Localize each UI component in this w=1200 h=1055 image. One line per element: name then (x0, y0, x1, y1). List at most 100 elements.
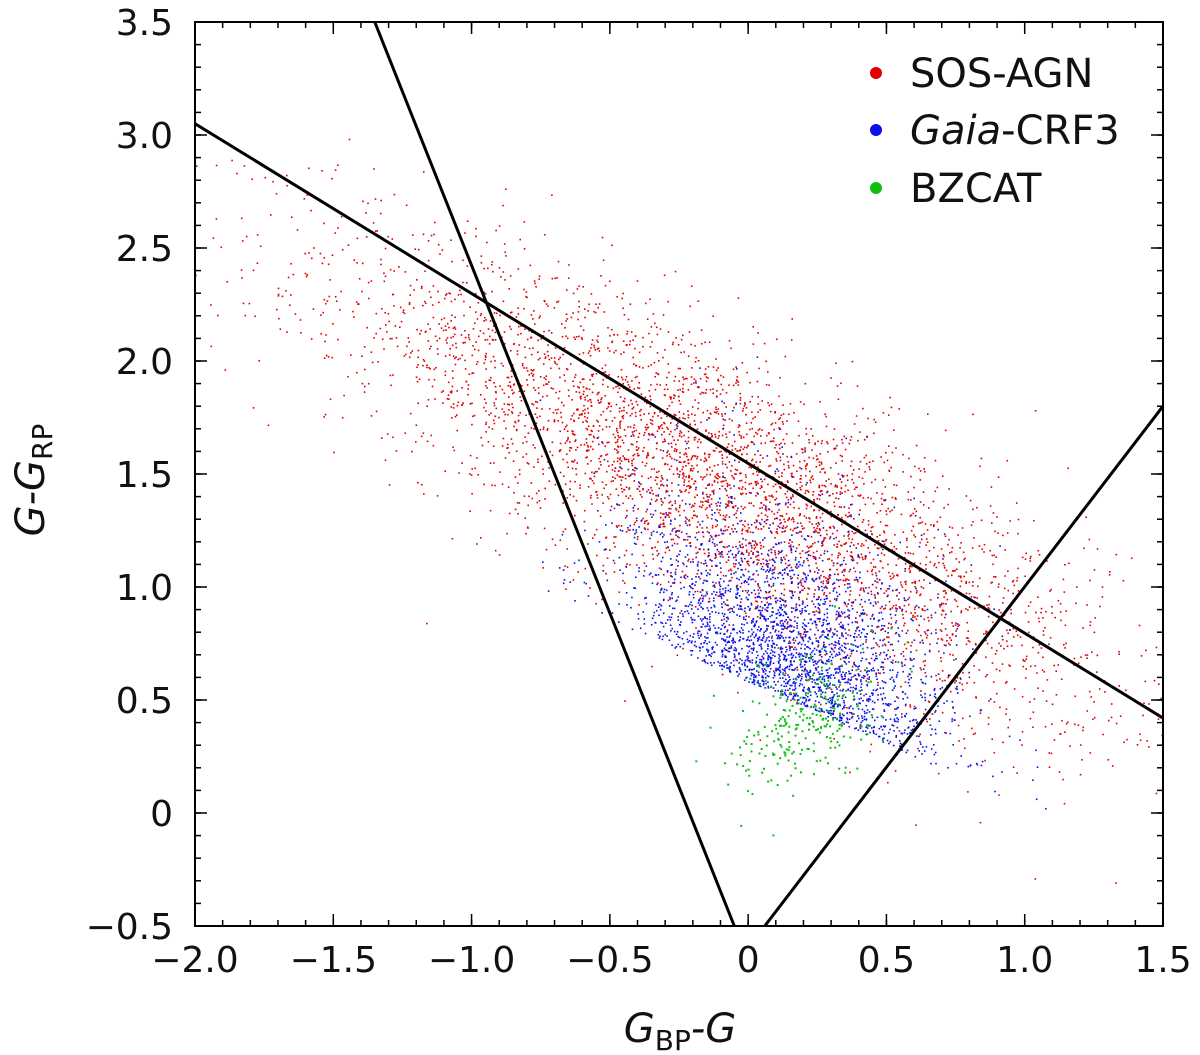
scatter-point (774, 690, 777, 692)
scatter-point (638, 481, 640, 483)
scatter-point (841, 690, 844, 692)
scatter-point (546, 383, 549, 385)
scatter-point (706, 495, 709, 498)
scatter-point (825, 628, 828, 630)
scatter-point (679, 432, 681, 435)
scatter-point (783, 518, 785, 521)
scatter-point (743, 581, 746, 584)
scatter-point (909, 659, 912, 661)
scatter-point (638, 454, 640, 457)
scatter-point (367, 202, 369, 205)
scatter-point (494, 331, 497, 334)
scatter-point (851, 360, 854, 363)
scatter-point (814, 556, 817, 559)
scatter-point (694, 436, 697, 439)
scatter-point (1015, 630, 1018, 633)
scatter-point (947, 675, 950, 677)
scatter-point (532, 347, 534, 349)
scatter-point (868, 678, 870, 680)
scatter-point (843, 535, 845, 537)
scatter-point (622, 340, 625, 342)
scatter-point (485, 431, 487, 433)
scatter-point (761, 400, 763, 402)
scatter-point (965, 495, 968, 497)
scatter-point (323, 357, 326, 359)
scatter-point (872, 566, 875, 568)
scatter-point (430, 434, 433, 437)
scatter-point (719, 393, 722, 395)
scatter-point (747, 531, 749, 533)
scatter-point (871, 631, 874, 634)
scatter-point (900, 584, 903, 586)
scatter-point (819, 516, 822, 519)
scatter-point (765, 577, 768, 579)
scatter-point (567, 436, 569, 439)
scatter-point (623, 314, 626, 316)
scatter-point (884, 607, 886, 610)
scatter-point (391, 337, 393, 340)
scatter-point (572, 461, 575, 463)
scatter-point (685, 453, 688, 456)
scatter-point (793, 527, 796, 530)
scatter-point (655, 476, 657, 478)
scatter-point (698, 600, 700, 602)
scatter-point (1024, 575, 1026, 578)
scatter-point (875, 574, 878, 577)
scatter-point (692, 505, 695, 507)
scatter-point (842, 678, 845, 680)
scatter-point (790, 646, 793, 648)
scatter-point (511, 403, 513, 405)
scatter-point (572, 495, 575, 498)
scatter-point (1155, 646, 1158, 649)
scatter-point (411, 350, 414, 352)
scatter-point (655, 604, 657, 606)
scatter-point (922, 642, 924, 644)
scatter-point (843, 723, 845, 725)
scatter-point (805, 489, 807, 492)
scatter-point (779, 690, 782, 693)
scatter-point (807, 491, 810, 493)
scatter-point (792, 501, 795, 503)
scatter-point (1055, 694, 1058, 696)
scatter-point (848, 583, 851, 585)
scatter-point (904, 703, 907, 706)
scatter-point (907, 491, 910, 493)
scatter-point (691, 604, 693, 607)
scatter-point (775, 490, 778, 493)
scatter-point (739, 472, 741, 475)
scatter-point (847, 489, 849, 491)
scatter-point (569, 493, 571, 496)
scatter-point (534, 389, 537, 391)
scatter-point (898, 606, 901, 608)
scatter-point (1144, 680, 1147, 683)
scatter-point (606, 579, 609, 582)
scatter-point (821, 490, 823, 492)
scatter-point (379, 212, 382, 215)
scatter-point (264, 176, 267, 179)
scatter-point (960, 575, 962, 578)
scatter-point (968, 592, 971, 595)
scatter-point (857, 543, 859, 545)
scatter-point (860, 632, 863, 634)
scatter-point (290, 216, 293, 218)
scatter-point (757, 493, 760, 495)
scatter-point (790, 549, 793, 551)
scatter-point (700, 476, 702, 478)
scatter-point (675, 450, 678, 453)
scatter-point (677, 389, 679, 391)
scatter-point (621, 378, 624, 381)
scatter-point (980, 519, 983, 522)
scatter-point (688, 487, 691, 489)
scatter-point (904, 552, 907, 554)
scatter-point (871, 625, 873, 627)
scatter-point (467, 393, 469, 396)
scatter-point (299, 319, 302, 321)
scatter-point (511, 311, 513, 314)
scatter-point (735, 382, 737, 384)
scatter-point (494, 484, 496, 487)
scatter-point (508, 409, 510, 411)
scatter-point (526, 338, 529, 341)
scatter-point (537, 358, 540, 361)
scatter-point (570, 316, 573, 319)
scatter-point (805, 517, 808, 519)
